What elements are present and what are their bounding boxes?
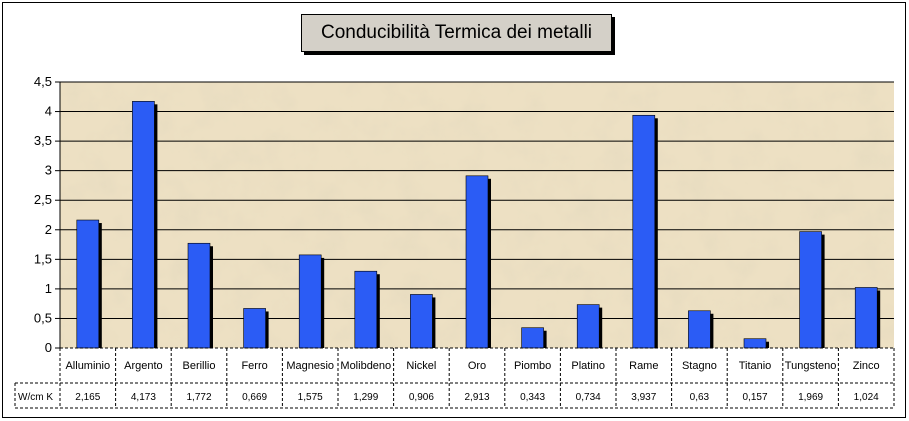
data-table: W/cm K Alluminio 2,165 Argento 4,173 Berillio… xyxy=(14,347,895,409)
y-tick-label: 0 xyxy=(45,340,52,355)
x-category-label: Nickel xyxy=(406,360,436,372)
y-tick-label: 4 xyxy=(45,104,52,119)
bar xyxy=(521,327,544,349)
data-table-value: 1,575 xyxy=(298,392,323,403)
y-tick-label: 2,5 xyxy=(34,192,52,207)
bar xyxy=(632,114,656,349)
x-category-label: Magnesio xyxy=(286,360,334,372)
x-category-label: Piombo xyxy=(514,360,551,372)
bar xyxy=(465,175,489,349)
y-tick-label: 4,5 xyxy=(34,74,52,89)
bar xyxy=(576,304,600,349)
data-table-value: 0,63 xyxy=(690,392,710,403)
bar xyxy=(76,219,100,349)
data-table-value: 0,669 xyxy=(242,392,267,403)
bar xyxy=(298,254,322,349)
x-category-label: Rame xyxy=(629,360,658,372)
bar xyxy=(132,101,155,349)
x-category-label: Berillio xyxy=(182,360,215,372)
bar xyxy=(854,287,878,349)
data-table-value: 4,173 xyxy=(131,392,156,403)
bar xyxy=(187,242,211,349)
bar xyxy=(743,338,767,349)
data-table-value: 0,906 xyxy=(409,392,434,403)
x-category-label: Oro xyxy=(468,360,486,372)
data-table-value: 3,937 xyxy=(631,392,656,403)
bar xyxy=(799,231,822,349)
y-tick-label: 1,5 xyxy=(34,251,52,266)
bars xyxy=(76,101,881,349)
y-tick-label: 3,5 xyxy=(34,133,52,148)
table-series-label: W/cm K xyxy=(18,392,53,403)
data-table-value: 2,165 xyxy=(75,392,100,403)
data-table-value: 1,299 xyxy=(353,392,378,403)
x-category-label: Tungsteno xyxy=(785,360,837,372)
data-table-value: 0,343 xyxy=(520,392,545,403)
data-table-value: 1,024 xyxy=(854,392,879,403)
data-table-value: 0,157 xyxy=(742,392,767,403)
data-table-value: 1,772 xyxy=(186,392,211,403)
x-category-label: Molibdeno xyxy=(340,360,391,372)
x-category-label: Platino xyxy=(571,360,605,372)
x-category-label: Alluminio xyxy=(65,360,110,372)
x-category-label: Ferro xyxy=(241,360,267,372)
y-tick-label: 3 xyxy=(45,163,52,178)
x-category-label: Argento xyxy=(124,360,163,372)
data-table-value: 0,734 xyxy=(576,392,601,403)
y-tick-label: 2 xyxy=(45,222,52,237)
y-tick-label: 1 xyxy=(45,281,52,296)
y-axis: 0 0,5 1 1,5 2 2,5 3 3,5 4 4,5 xyxy=(34,74,61,355)
x-category-label: Stagno xyxy=(682,360,717,372)
bar xyxy=(243,308,266,349)
bar xyxy=(354,270,378,349)
x-category-label: Zinco xyxy=(853,360,880,372)
bar xyxy=(688,310,711,349)
x-category-label: Titanio xyxy=(739,360,772,372)
chart-title: Conducibilità Termica dei metalli xyxy=(301,14,612,52)
bar xyxy=(410,294,433,349)
data-table-value: 1,969 xyxy=(798,392,823,403)
data-table-value: 2,913 xyxy=(464,392,489,403)
y-tick-label: 0,5 xyxy=(34,310,52,325)
